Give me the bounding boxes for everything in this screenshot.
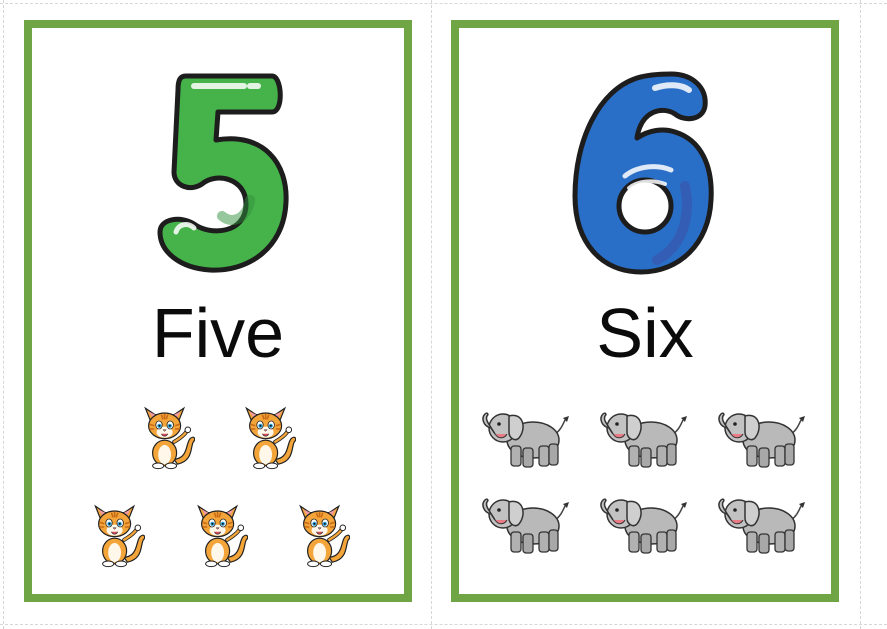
elephant-icon bbox=[713, 492, 809, 556]
cut-guide-horizontal bbox=[0, 624, 887, 625]
elephant-icon bbox=[595, 492, 691, 556]
cat-icon bbox=[294, 488, 350, 574]
cut-guide-vertical bbox=[860, 0, 861, 629]
elephant-icon bbox=[713, 406, 809, 470]
elephant-icon bbox=[477, 492, 573, 556]
flash-card-five: 5 Five bbox=[24, 20, 412, 602]
numeral-6-graphic: 6 bbox=[572, 71, 714, 275]
elephant-icon bbox=[595, 406, 691, 470]
cut-guide-vertical bbox=[3, 0, 4, 629]
flash-card-six: 6 Six bbox=[451, 20, 839, 602]
cat-icon bbox=[240, 390, 296, 476]
cut-guide-horizontal bbox=[0, 3, 887, 4]
cat-icon bbox=[192, 488, 248, 574]
cat-icon bbox=[89, 488, 145, 574]
cat-icon bbox=[139, 390, 195, 476]
number-word-six: Six bbox=[596, 294, 694, 372]
cut-guide-vertical bbox=[431, 0, 432, 629]
elephant-icon bbox=[477, 406, 573, 470]
numeral-5-graphic: 5 bbox=[157, 73, 289, 273]
number-word-five: Five bbox=[151, 294, 285, 372]
